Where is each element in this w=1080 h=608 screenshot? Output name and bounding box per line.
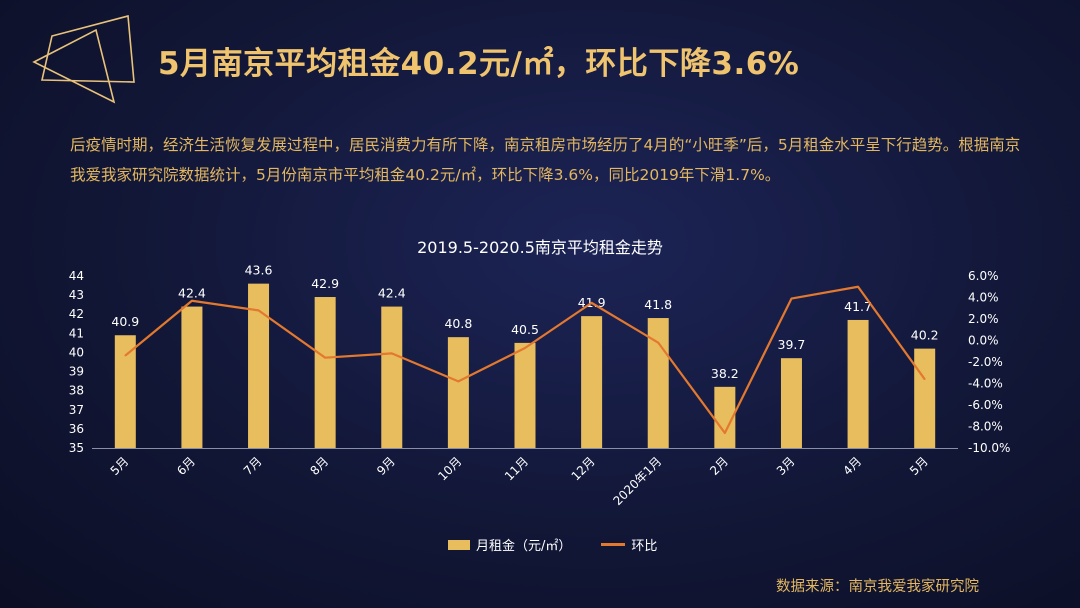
rent-bar <box>181 306 203 448</box>
x-tick-label: 6月 <box>174 454 198 478</box>
bar-value-label: 39.7 <box>778 337 806 352</box>
y-left-tick-label: 36 <box>69 422 84 436</box>
y-left-tick-label: 35 <box>69 441 84 455</box>
x-axis: 5月 6月 7月 8月 9月 10月 11月 12月 2020年1月 2月 3月 4月 5月 <box>92 448 958 508</box>
rent-bar <box>714 386 736 448</box>
rent-bar <box>581 316 603 448</box>
rent-bar <box>447 337 469 448</box>
left-y-axis: 35 36 37 38 39 40 41 42 43 44 <box>69 269 84 455</box>
mom-line <box>124 285 926 435</box>
mom-point <box>923 378 926 381</box>
x-tick-label: 9月 <box>374 454 398 478</box>
x-tick-label: 11月 <box>502 454 531 483</box>
bar-value-label: 41.7 <box>844 299 872 314</box>
bar-value-label: 40.9 <box>111 314 139 329</box>
y-left-tick-label: 43 <box>69 288 84 302</box>
mom-point <box>590 302 593 304</box>
x-tick-label: 4月 <box>840 454 864 478</box>
mom-point <box>124 354 127 357</box>
legend-bar-swatch <box>448 539 470 550</box>
y-left-tick-label: 39 <box>69 365 84 379</box>
bar-value-label: 42.4 <box>378 286 406 301</box>
legend-line-swatch <box>601 543 626 546</box>
geometric-frame-logo <box>32 14 135 104</box>
y-right-tick-label: -10.0% <box>968 441 1010 455</box>
y-right-tick-label: -8.0% <box>968 420 1003 434</box>
y-left-tick-label: 42 <box>69 307 84 321</box>
rent-bar <box>114 335 136 448</box>
legend-line-label: 环比 <box>631 539 658 554</box>
x-tick-label: 2020年1月 <box>610 454 664 508</box>
chart-title: 2019.5-2020.5南京平均租金走势 <box>417 238 663 257</box>
bar-value-label: 40.2 <box>911 328 939 343</box>
data-source: 数据来源：南京我爱我家研究院 <box>776 579 979 595</box>
bar-value-label: 43.6 <box>245 263 273 278</box>
y-right-tick-label: -2.0% <box>968 355 1003 369</box>
mom-point <box>657 341 660 344</box>
x-tick-label: 12月 <box>569 454 598 483</box>
mom-point <box>324 356 326 359</box>
mom-point <box>457 380 460 383</box>
mom-point <box>724 432 726 434</box>
rent-bar <box>780 358 802 448</box>
x-tick-label: 3月 <box>774 454 798 478</box>
mom-point <box>790 297 793 300</box>
y-right-tick-label: 2.0% <box>968 312 999 326</box>
bar-value-label: 42.9 <box>311 276 339 291</box>
chart-legend: 月租金（元/㎡） 环比 <box>448 535 657 554</box>
mom-point <box>390 352 393 355</box>
y-right-tick-label: -4.0% <box>968 377 1003 391</box>
y-left-tick-label: 40 <box>69 345 84 359</box>
bar-value-label: 41.8 <box>644 297 672 312</box>
y-left-tick-label: 38 <box>69 384 84 398</box>
y-right-tick-label: -6.0% <box>968 398 1003 412</box>
rent-bar <box>248 283 270 448</box>
x-tick-label: 2月 <box>707 454 731 478</box>
mom-point <box>857 285 859 288</box>
rent-bar <box>381 306 403 448</box>
mom-point <box>524 347 526 349</box>
y-left-tick-label: 41 <box>69 326 84 340</box>
intro-paragraph: 后疫情时期，经济生活恢复发展过程中，居民消费力有所下降，南京租房市场经历了4月的… <box>70 136 1021 184</box>
rent-bar <box>314 297 336 448</box>
rent-bar <box>514 342 536 448</box>
rent-bar <box>914 348 936 448</box>
y-left-tick-label: 44 <box>69 269 84 283</box>
bar-value-label: 40.5 <box>511 322 539 337</box>
right-y-axis: -10.0% -8.0% -6.0% -4.0% -2.0% 0.0% 2.0% 4.0% 6.… <box>968 269 1010 455</box>
y-right-tick-label: 4.0% <box>968 291 999 305</box>
x-tick-label: 7月 <box>241 454 265 478</box>
x-tick-label: 10月 <box>435 454 464 483</box>
legend-bar-label: 月租金（元/㎡） <box>476 539 572 554</box>
y-right-tick-label: 6.0% <box>968 269 999 283</box>
rent-bars <box>114 283 936 448</box>
mom-point <box>257 309 260 312</box>
bar-value-label: 42.4 <box>178 286 206 301</box>
x-tick-label: 5月 <box>108 454 132 478</box>
rent-bar <box>847 319 869 448</box>
mom-point <box>191 299 193 302</box>
bar-value-label: 38.2 <box>711 366 739 381</box>
y-left-tick-label: 37 <box>69 403 84 417</box>
bar-value-label: 40.8 <box>444 316 472 331</box>
y-right-tick-label: 0.0% <box>968 334 999 348</box>
x-tick-label: 5月 <box>907 454 931 478</box>
x-tick-label: 8月 <box>307 454 331 478</box>
page-title: 5月南京平均租金40.2元/㎡，环比下降3.6% <box>158 46 800 82</box>
